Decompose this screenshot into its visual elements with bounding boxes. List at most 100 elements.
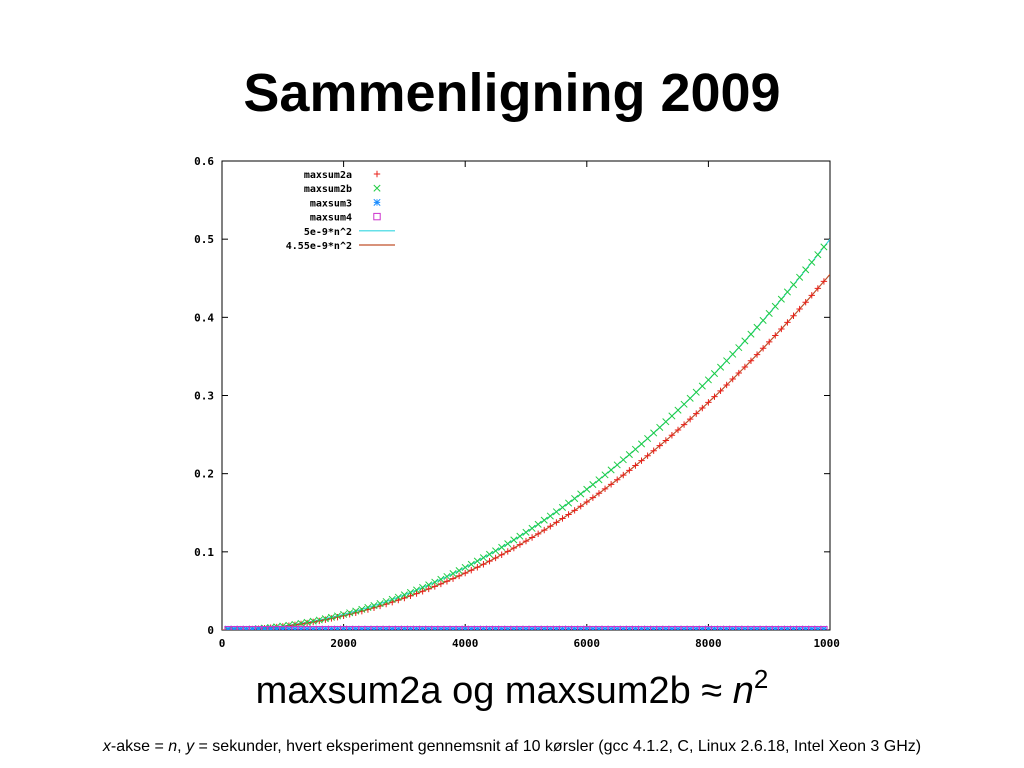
data-point — [686, 394, 694, 402]
data-point — [796, 273, 804, 281]
data-point — [431, 625, 439, 630]
data-point — [783, 625, 791, 630]
data-point — [473, 557, 481, 565]
data-point — [771, 302, 779, 310]
caption-x-var: x — [102, 738, 111, 755]
data-point — [321, 615, 329, 623]
data-point — [364, 625, 372, 630]
legend-symbol — [373, 212, 381, 221]
data-point — [565, 625, 573, 630]
data-point — [461, 563, 469, 572]
data-point — [352, 607, 360, 615]
data-point — [644, 434, 652, 443]
data-point — [224, 625, 232, 630]
data-point — [321, 625, 329, 630]
data-point — [637, 440, 646, 448]
data-point — [401, 594, 408, 602]
fit-curve-1 — [222, 273, 830, 630]
data-point — [814, 251, 822, 259]
data-point — [589, 481, 597, 489]
data-point — [394, 593, 402, 601]
data-point — [516, 532, 524, 540]
data-point — [400, 591, 408, 599]
data-point — [236, 625, 244, 630]
data-point — [808, 292, 815, 299]
data-point — [650, 447, 657, 454]
data-point — [717, 625, 725, 630]
data-point — [474, 564, 481, 571]
data-point — [710, 370, 719, 378]
data-point — [534, 520, 542, 528]
data-point — [467, 560, 475, 568]
data-point — [504, 625, 512, 630]
data-point — [619, 625, 627, 630]
data-point — [704, 625, 712, 630]
data-point — [662, 437, 670, 444]
data-point — [340, 625, 348, 630]
data-point — [625, 625, 633, 630]
data-point — [303, 625, 311, 630]
data-point — [619, 456, 627, 464]
data-point — [303, 618, 311, 626]
data-point — [492, 625, 500, 630]
data-point — [735, 369, 742, 377]
y-tick-label: 0 — [207, 624, 214, 637]
data-point — [692, 388, 700, 396]
data-point — [443, 578, 451, 585]
data-point — [789, 281, 798, 289]
data-point — [747, 625, 755, 630]
data-point — [346, 609, 354, 617]
data-point — [394, 625, 402, 630]
data-point — [546, 512, 554, 520]
data-point — [729, 375, 736, 383]
legend-label: maxsum4 — [310, 213, 352, 224]
data-point — [796, 305, 803, 313]
data-point — [333, 612, 342, 620]
data-point — [431, 578, 439, 586]
data-point — [510, 625, 518, 630]
data-point — [668, 432, 676, 439]
data-point — [455, 567, 463, 575]
legend-symbol — [373, 198, 381, 206]
data-point — [790, 312, 797, 319]
data-point — [820, 278, 828, 285]
data-point — [528, 524, 536, 532]
data-point — [656, 442, 663, 449]
data-point — [699, 404, 706, 412]
data-point — [540, 516, 548, 524]
data-point — [601, 471, 609, 479]
data-point — [327, 625, 335, 630]
data-point — [571, 625, 579, 630]
data-point — [541, 526, 548, 534]
data-point — [571, 507, 578, 514]
data-point — [814, 625, 822, 630]
data-point — [522, 625, 530, 630]
data-point — [473, 625, 481, 630]
data-point — [802, 625, 810, 630]
data-point — [814, 285, 822, 292]
data-point — [820, 625, 828, 630]
data-point — [479, 554, 487, 562]
data-point — [631, 625, 639, 630]
data-point — [565, 499, 573, 507]
x-tick-label: 0 — [219, 637, 226, 650]
legend-symbol — [373, 170, 381, 178]
data-point — [698, 382, 706, 390]
data-point — [443, 572, 451, 581]
data-point — [753, 351, 761, 358]
data-point — [528, 534, 536, 541]
data-point — [729, 625, 737, 630]
data-point — [784, 319, 791, 326]
data-point — [528, 625, 536, 630]
data-point — [796, 625, 804, 630]
data-point — [589, 494, 597, 501]
series-maxsum2b — [224, 243, 828, 630]
data-point — [747, 357, 755, 365]
data-point — [322, 616, 329, 623]
data-point — [449, 570, 457, 578]
data-point — [388, 625, 396, 630]
data-point — [662, 418, 670, 426]
data-point — [522, 528, 530, 536]
data-point — [455, 572, 463, 580]
